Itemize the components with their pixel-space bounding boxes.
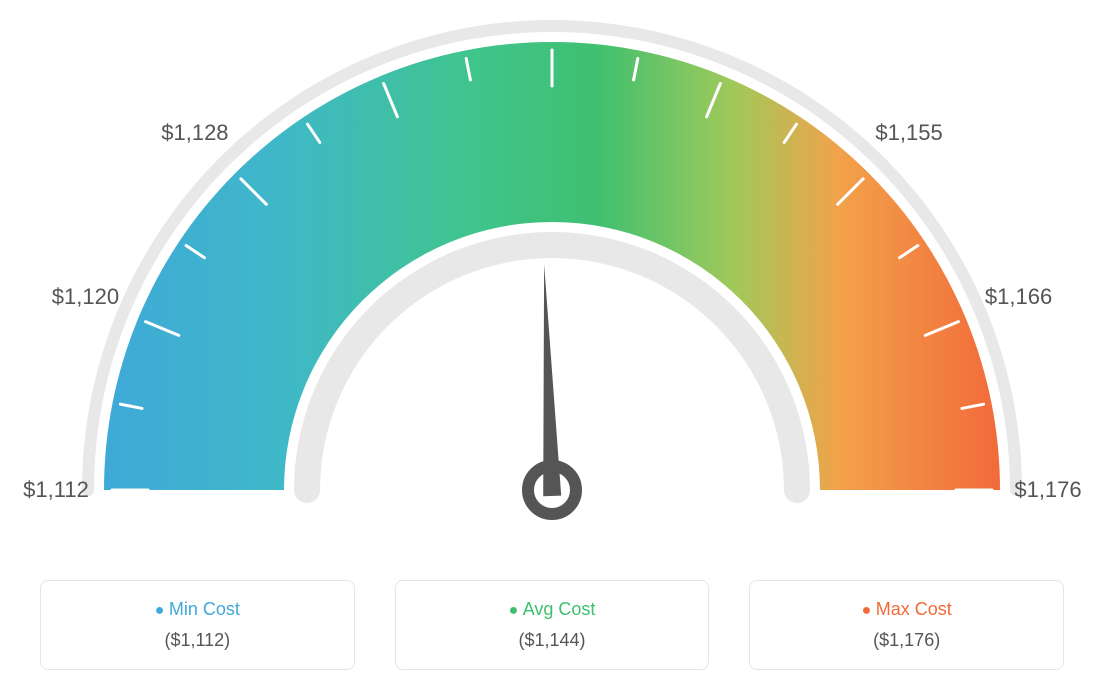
legend-max-value: ($1,176) [760,630,1053,651]
gauge-tick-label: $1,166 [985,284,1052,310]
legend-max-label: Max Cost [760,599,1053,620]
gauge-chart: $1,112$1,120$1,128$1,144$1,155$1,166$1,1… [0,0,1104,550]
gauge-tick-label: $1,155 [875,120,942,146]
legend-card-min: Min Cost ($1,112) [40,580,355,670]
legend-card-max: Max Cost ($1,176) [749,580,1064,670]
legend-row: Min Cost ($1,112) Avg Cost ($1,144) Max … [0,580,1104,670]
gauge-tick-label: $1,128 [161,120,228,146]
gauge-tick-label: $1,112 [23,477,89,503]
gauge-tick-label: $1,120 [52,284,119,310]
legend-min-value: ($1,112) [51,630,344,651]
legend-min-label: Min Cost [51,599,344,620]
legend-card-avg: Avg Cost ($1,144) [395,580,710,670]
legend-avg-value: ($1,144) [406,630,699,651]
legend-avg-label: Avg Cost [406,599,699,620]
gauge-tick-label: $1,176 [1014,477,1081,503]
